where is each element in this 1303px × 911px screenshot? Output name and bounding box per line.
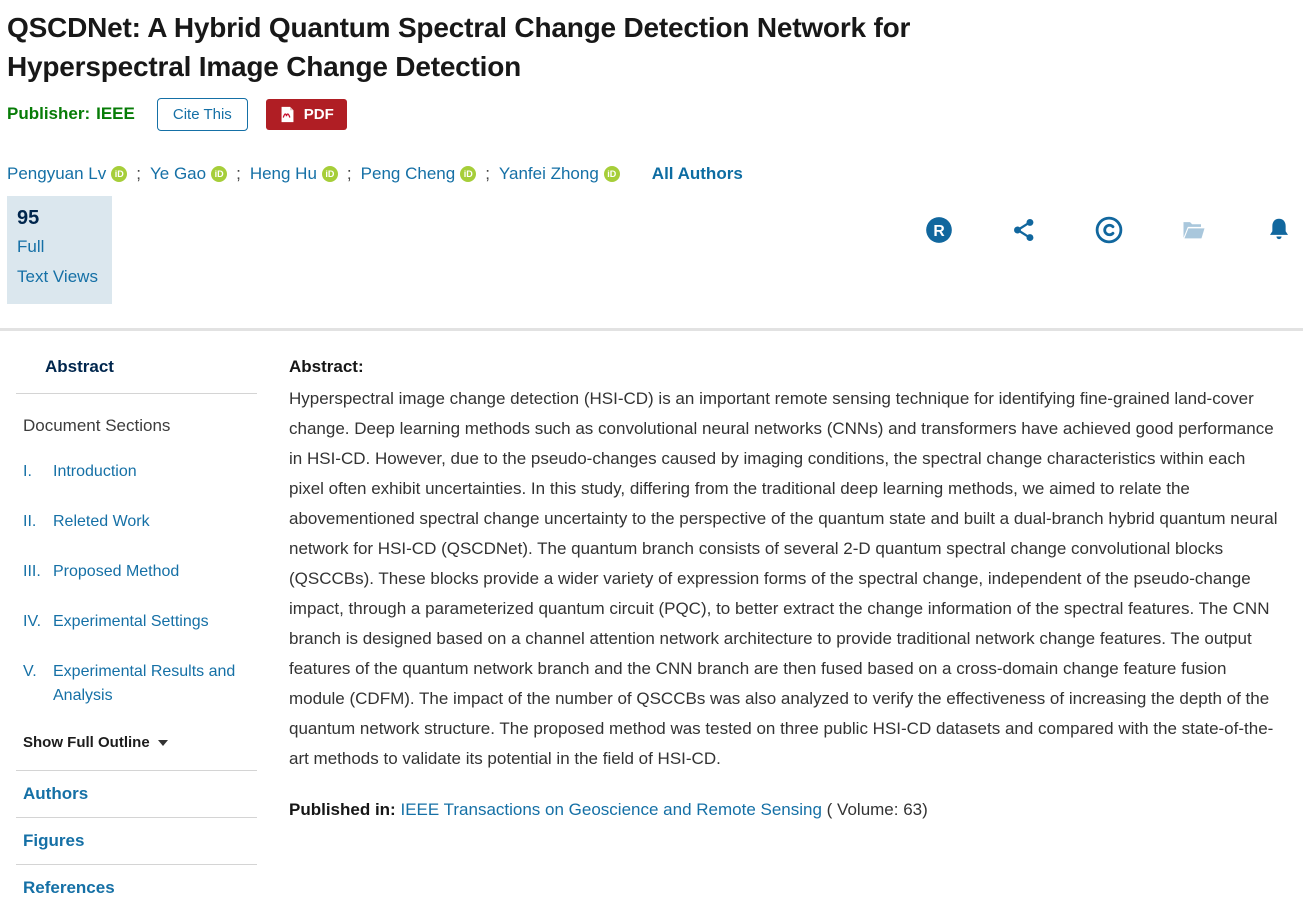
publisher-label: Publisher:: [7, 104, 91, 123]
pdf-file-icon: [279, 106, 296, 123]
section-number: I.: [23, 463, 32, 480]
document-outline-sidebar: Abstract Document Sections I. Introducti…: [7, 331, 265, 911]
section-label: Releted Work: [53, 513, 150, 530]
author-separator: ;: [136, 164, 141, 183]
svg-text:R: R: [933, 223, 945, 240]
sidebar-item-references[interactable]: References: [23, 878, 115, 897]
main-content: Abstract: Hyperspectral image change det…: [265, 331, 1303, 911]
abstract-heading: Abstract:: [289, 357, 364, 376]
cite-this-button[interactable]: Cite This: [156, 97, 248, 131]
publisher-row: Publisher: IEEE Cite This PDF: [7, 96, 1303, 132]
orcid-icon[interactable]: iD: [603, 166, 620, 182]
copyright-icon[interactable]: [1095, 216, 1123, 244]
sidebar-divider: [16, 864, 257, 865]
chevron-down-icon: [157, 739, 168, 746]
section-label: Proposed Method: [53, 563, 180, 580]
show-full-outline-label: Show Full Outline: [23, 734, 150, 751]
authors-row: Pengyuan Lv iD ; Ye Gao iD ; Heng Hu iD ; P…: [7, 164, 1303, 184]
full-text-views-label-1[interactable]: Full: [17, 237, 45, 256]
author-separator: ;: [485, 164, 490, 183]
alerts-bell-icon[interactable]: [1265, 216, 1293, 244]
folder-icon[interactable]: [1180, 216, 1208, 244]
sidebar-item-figures[interactable]: Figures: [23, 831, 85, 850]
sidebar-item-proposed-method[interactable]: III. Proposed Method: [23, 560, 265, 584]
metrics-row: 95 Full Text Views R: [7, 196, 1303, 304]
section-number: IV.: [23, 613, 42, 630]
section-label: Experimental Settings: [53, 613, 209, 630]
page-title: QSCDNet: A Hybrid Quantum Spectral Chang…: [7, 12, 911, 82]
section-number: II.: [23, 513, 37, 530]
sidebar-item-authors[interactable]: Authors: [23, 784, 89, 803]
pdf-button-label: PDF: [303, 105, 334, 123]
published-in-row: Published in: IEEE Transactions on Geosc…: [289, 800, 1281, 820]
sidebar-divider: [16, 817, 257, 818]
r-circle-icon[interactable]: R: [925, 216, 953, 244]
publisher-name: IEEE: [96, 104, 135, 123]
sidebar-item-experimental-results[interactable]: V. Experimental Results and Analysis: [23, 660, 265, 708]
journal-volume: ( Volume: 63): [826, 800, 928, 819]
sidebar-item-abstract[interactable]: Abstract: [45, 357, 114, 376]
sidebar-divider: [16, 393, 257, 394]
section-number: III.: [23, 563, 41, 580]
full-text-views-box: 95 Full Text Views: [7, 196, 112, 304]
published-in-label: Published in:: [289, 800, 396, 819]
orcid-icon[interactable]: iD: [111, 166, 128, 182]
full-text-views-label-2[interactable]: Text Views: [17, 267, 98, 286]
sidebar-document-sections-label: Document Sections: [23, 416, 171, 435]
toolbar-icons: R: [925, 216, 1293, 244]
sidebar-item-related-work[interactable]: II. Releted Work: [23, 510, 265, 534]
author-link[interactable]: Pengyuan Lv: [7, 164, 107, 183]
abstract-text: Hyperspectral image change detection (HS…: [289, 389, 1278, 768]
full-text-views-count: 95: [17, 207, 40, 229]
journal-link[interactable]: IEEE Transactions on Geoscience and Remo…: [400, 800, 822, 819]
pdf-button[interactable]: PDF: [265, 98, 347, 130]
section-number: V.: [23, 663, 37, 680]
section-label: Introduction: [53, 463, 137, 480]
sidebar-item-introduction[interactable]: I. Introduction: [23, 460, 265, 484]
author-link[interactable]: Ye Gao: [149, 164, 207, 183]
content: Abstract Document Sections I. Introducti…: [7, 331, 1303, 911]
show-full-outline-button[interactable]: Show Full Outline: [23, 734, 265, 751]
all-authors-link[interactable]: All Authors: [651, 164, 743, 183]
author-separator: ;: [236, 164, 241, 183]
author-link[interactable]: Peng Cheng: [360, 164, 456, 183]
section-divider: [0, 328, 1303, 331]
section-label: Experimental Results and Analysis: [53, 663, 236, 704]
orcid-icon[interactable]: iD: [460, 166, 477, 182]
share-icon[interactable]: [1010, 216, 1038, 244]
sidebar-item-experimental-settings[interactable]: IV. Experimental Settings: [23, 610, 265, 634]
author-separator: ;: [346, 164, 352, 183]
author-link[interactable]: Heng Hu: [249, 164, 317, 183]
sidebar-divider: [16, 770, 257, 771]
author-link[interactable]: Yanfei Zhong: [498, 164, 599, 183]
orcid-icon[interactable]: iD: [321, 166, 338, 182]
publisher: Publisher: IEEE: [7, 104, 135, 124]
orcid-icon[interactable]: iD: [211, 166, 228, 182]
